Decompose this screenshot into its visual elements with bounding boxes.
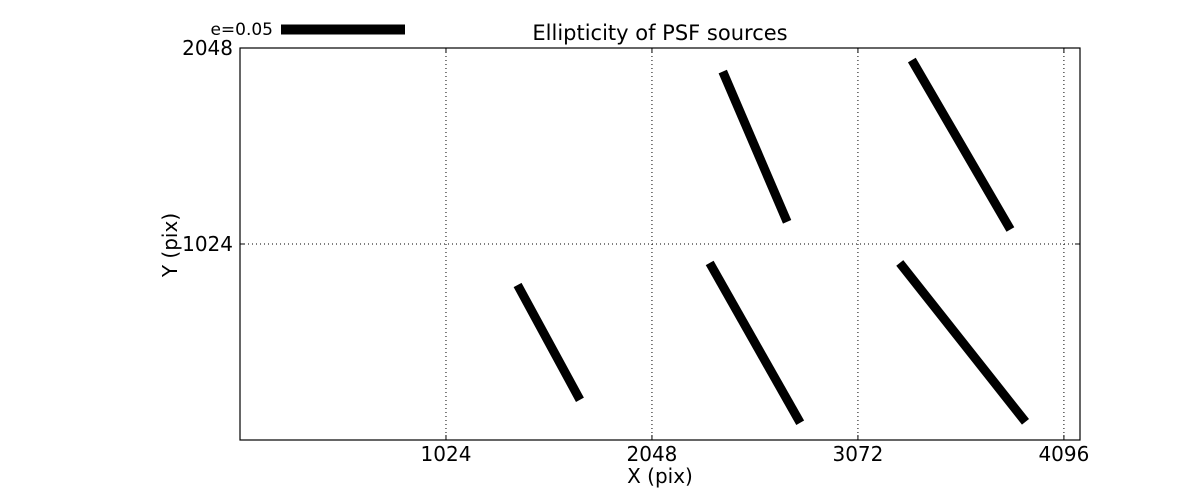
psf-stick-4 xyxy=(705,260,805,425)
x-tick-label: 2048 xyxy=(627,442,678,466)
grid-layer xyxy=(240,47,1080,440)
psf-stick-2 xyxy=(907,57,1015,232)
x-axis-label: X (pix) xyxy=(627,464,693,488)
psf-stick-layer xyxy=(513,57,1030,425)
y-axis-label: Y (pix) xyxy=(158,213,182,278)
legend-scale-label: e=0.05 xyxy=(210,20,273,40)
psf-stick-5 xyxy=(896,260,1030,425)
y-tick-label: 2048 xyxy=(182,36,233,60)
x-tick-label: 3072 xyxy=(832,442,883,466)
chart-title: Ellipticity of PSF sources xyxy=(532,21,787,45)
plot-area-border xyxy=(239,47,1081,441)
x-tick-label: 1024 xyxy=(421,442,472,466)
y-tick-label: 1024 xyxy=(182,232,233,256)
tick-label-layer: 1024 2048 3072 4096 1024 2048 xyxy=(182,36,1089,466)
psf-stick-1 xyxy=(718,69,792,224)
x-tick-label: 4096 xyxy=(1038,442,1089,466)
psf-stick-3 xyxy=(513,282,584,402)
